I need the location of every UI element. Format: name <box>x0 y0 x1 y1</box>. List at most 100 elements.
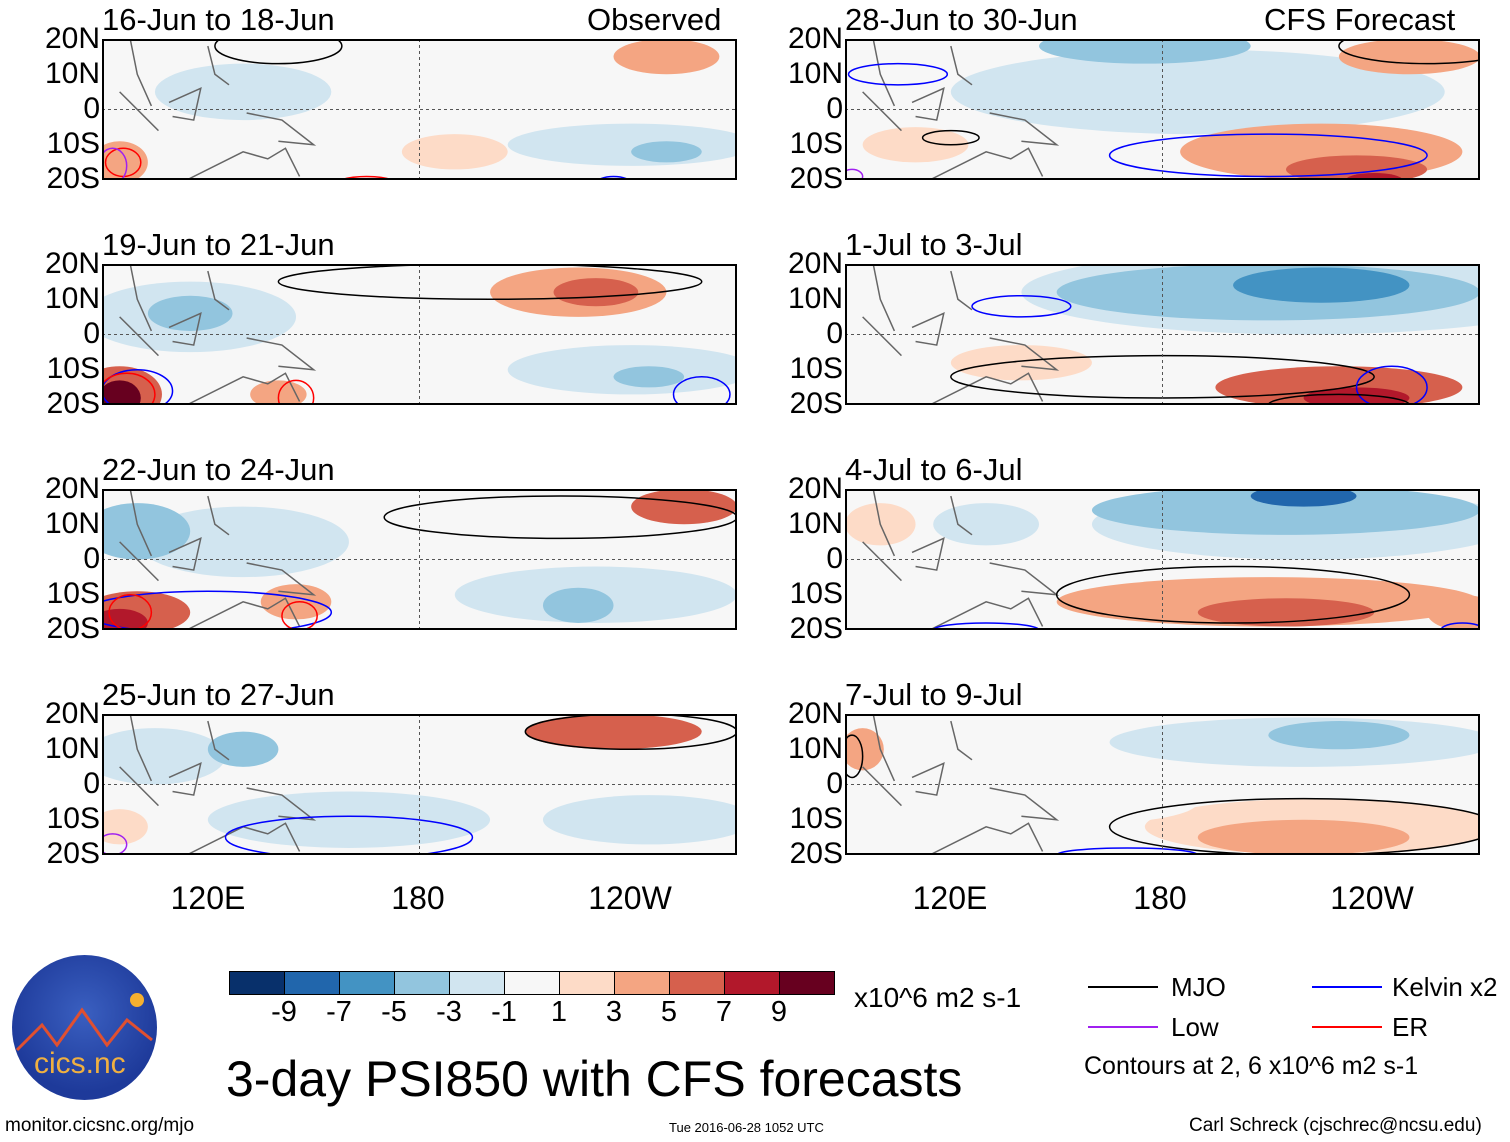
forecast-header: CFS Forecast <box>1264 2 1456 37</box>
anomaly-region <box>631 141 702 163</box>
anomaly-region <box>1427 594 1480 630</box>
lat-label: 10S <box>46 352 100 385</box>
low-contour <box>102 833 128 855</box>
lat-label: 10S <box>789 127 843 160</box>
panel-title: 16-Jun to 18-Jun <box>102 2 335 37</box>
map-panel <box>102 39 737 180</box>
anomaly-region <box>102 608 148 630</box>
lat-label: 0 <box>83 317 100 350</box>
coastline <box>119 714 317 855</box>
anomaly-region <box>1338 39 1480 75</box>
colorbar-tick: -9 <box>271 996 297 1028</box>
kelvin-contour <box>102 369 174 405</box>
panel-title: 22-Jun to 24-Jun <box>102 452 335 487</box>
colorbar-swatch <box>284 971 340 995</box>
anomaly-region <box>102 380 141 405</box>
er-contour <box>108 594 153 630</box>
anomaly-region <box>862 127 969 163</box>
lat-label: 10N <box>44 507 100 540</box>
panel-frame <box>102 264 737 405</box>
anomaly-region <box>437 513 579 571</box>
lat-label: 20N <box>787 22 843 55</box>
legend-line-er <box>1312 1026 1382 1028</box>
colorbar-swatch <box>669 971 725 995</box>
lat-label: 10N <box>787 507 843 540</box>
colorbar-swatch <box>229 971 285 995</box>
footer-url[interactable]: monitor.cicsnc.org/mjo <box>5 1115 195 1136</box>
er-contour <box>277 379 315 405</box>
panel-frame <box>845 264 1480 405</box>
er-contour <box>281 601 318 630</box>
lon-label: 120E <box>170 880 246 916</box>
mjo-contour <box>1108 797 1480 855</box>
lat-label: 0 <box>826 767 843 800</box>
anomaly-region <box>1250 489 1357 507</box>
legend-label-mjo: MJO <box>1171 972 1226 1002</box>
map-panel <box>845 39 1480 180</box>
lon-label: 120W <box>588 880 672 916</box>
legend-label-er: ER <box>1392 1012 1429 1042</box>
lat-label: 10N <box>44 57 100 90</box>
anomaly-region <box>1285 155 1428 180</box>
er-contour <box>338 175 396 180</box>
panel-frame <box>102 489 737 630</box>
panel-frame <box>845 714 1480 855</box>
panel-frame <box>845 39 1480 180</box>
legend-line-mjo <box>1088 986 1158 988</box>
lat-label: 20S <box>789 612 843 645</box>
lat-label: 0 <box>83 542 100 575</box>
anomaly-region <box>1092 489 1480 535</box>
kelvin-contour <box>1355 365 1428 405</box>
legend-label-kelvin: Kelvin x2 <box>1392 972 1498 1002</box>
colorbar-swatch <box>504 971 560 995</box>
panel-frame <box>845 489 1480 630</box>
footer-timestamp: Tue 2016-06-28 1052 UTC <box>669 1120 824 1135</box>
anomaly-region <box>507 345 737 395</box>
coastline <box>862 489 1060 630</box>
colorbar-swatch <box>779 971 835 995</box>
colorbar-tick: -5 <box>381 996 407 1028</box>
kelvin-contour <box>971 294 1072 318</box>
anomaly-region <box>845 288 951 346</box>
anomaly-region <box>986 780 1198 824</box>
mjo-contour <box>277 264 703 300</box>
panel-frame <box>102 714 737 855</box>
kelvin-contour <box>847 62 949 86</box>
cics-logo: cics.nc <box>12 955 157 1100</box>
anomaly-region <box>631 489 737 525</box>
lat-label: 10N <box>787 732 843 765</box>
lat-label: 20N <box>787 472 843 505</box>
lat-label: 20N <box>44 22 100 55</box>
lat-label: 10N <box>787 57 843 90</box>
anomaly-region <box>950 345 1092 381</box>
anomaly-region <box>553 278 639 307</box>
kelvin-contour <box>102 590 333 630</box>
anomaly-region <box>207 791 491 848</box>
anomaly-region <box>950 49 1445 135</box>
lat-label: 10N <box>44 282 100 315</box>
map-panel <box>102 489 737 630</box>
lat-label: 0 <box>826 542 843 575</box>
coastline <box>862 39 1060 180</box>
map-panel <box>845 264 1480 405</box>
colorbar-swatch <box>724 971 780 995</box>
lon-label: 180 <box>1133 880 1187 916</box>
anomaly-region <box>613 39 720 75</box>
figure-title: 3-day PSI850 with CFS forecasts <box>226 1051 963 1107</box>
colorbar-swatch <box>559 971 615 995</box>
kelvin-contour <box>672 376 731 405</box>
panel-title: 4-Jul to 6-Jul <box>845 452 1023 487</box>
low-contour <box>102 147 128 180</box>
lat-label: 20N <box>787 697 843 730</box>
mjo-contour <box>921 129 980 146</box>
anomaly-region <box>401 134 508 170</box>
anomaly-region <box>154 63 332 121</box>
mjo-contour <box>383 495 737 540</box>
coastline <box>862 714 1060 855</box>
anomaly-region <box>613 366 685 388</box>
observed-header: Observed <box>587 2 722 37</box>
lat-label: 10N <box>787 282 843 315</box>
colorbar-tick: 7 <box>715 996 733 1028</box>
anomaly-region <box>147 295 233 331</box>
